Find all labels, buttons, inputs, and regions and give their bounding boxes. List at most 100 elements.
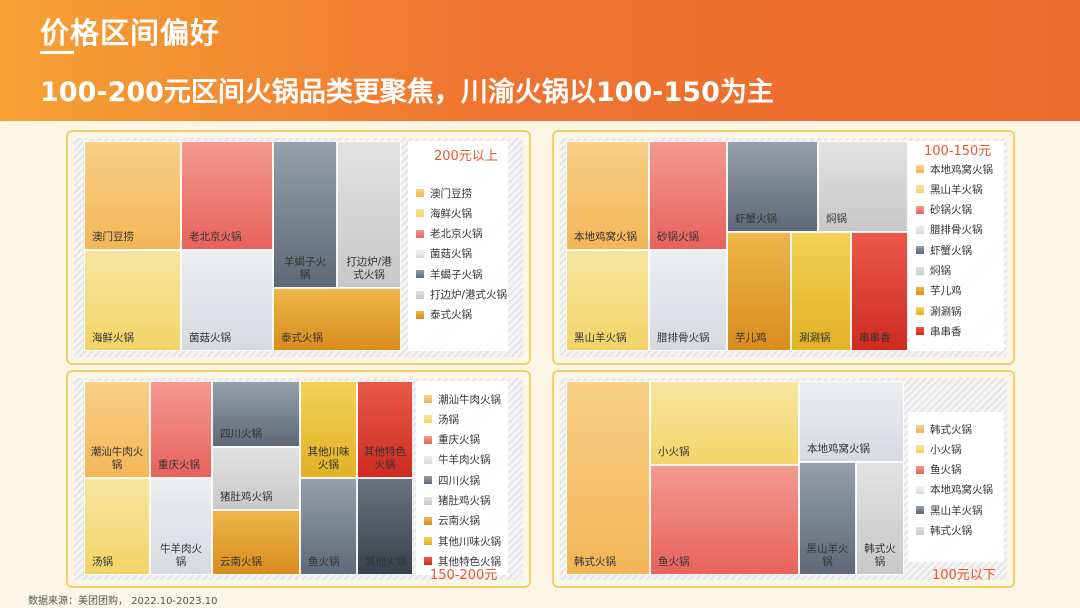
legend-swatch <box>416 189 424 197</box>
chart-panel-150-200: 潮汕牛肉火 锅汤锅 重庆火锅 牛羊肉火 锅四川火锅 猪肚鸡火锅 云南火锅 其他川味 火锅其… <box>66 370 531 588</box>
treemap-tile: 韩式火 锅 <box>856 462 904 575</box>
legend-label: 韩式火锅 <box>930 423 972 436</box>
treemap-tile-label: 打边炉/港 式火锅 <box>346 256 392 281</box>
treemap-tile-label: 云南火锅 <box>220 556 262 568</box>
treemap-tile: 汤锅 <box>84 478 150 575</box>
treemap-tile-label: 泰式火锅 <box>281 332 323 344</box>
legend-swatch <box>916 266 924 275</box>
legend-item: 韩式火锅 <box>916 422 972 436</box>
treemap-tile-label: 海鲜火锅 <box>92 332 134 344</box>
treemap-tile-label: 潮汕牛肉火 锅 <box>90 446 144 471</box>
treemap-tile: 菌菇火锅 <box>181 250 273 351</box>
treemap-tile-label: 黑山羊火锅 <box>574 332 627 344</box>
legend-item: 澳门豆捞 <box>416 186 472 200</box>
legend-swatch <box>916 506 924 515</box>
price-range-title: 100元以下 <box>932 568 996 583</box>
legend-item: 菌菇火锅 <box>416 247 472 261</box>
legend-swatch <box>916 165 924 173</box>
treemap-tile-label: 羊蝎子火 锅 <box>284 256 326 281</box>
legend-item: 猪肚鸡火锅 <box>424 494 491 508</box>
legend-label: 四川火锅 <box>438 474 480 487</box>
legend-item: 黑山羊火锅 <box>916 182 983 196</box>
treemap-100-150: 本地鸡窝火锅 黑山羊火锅 砂锅火锅 腊排骨火锅 虾蟹火锅 焖锅 芋儿鸡 涮涮锅 串串香 本地鸡窝火… <box>560 138 1007 357</box>
legend-label: 砂锅火锅 <box>930 204 972 217</box>
legend-label: 泰式火锅 <box>430 309 472 322</box>
legend-label: 黑山羊火锅 <box>930 504 983 517</box>
treemap-tile: 小火锅 <box>650 381 799 465</box>
legend-swatch <box>424 435 432 444</box>
treemap-tile: 黑山羊火 锅 <box>799 462 856 575</box>
legend-item: 涮涮锅 <box>916 304 962 318</box>
legend-label: 黑山羊火锅 <box>930 183 983 196</box>
legend-swatch <box>916 465 924 474</box>
treemap-tile-label: 韩式火锅 <box>574 556 616 568</box>
legend-swatch <box>424 476 432 485</box>
treemap-tile-label: 猪肚鸡火锅 <box>220 491 273 503</box>
chart-legend: 韩式火锅 小火锅 鱼火锅 本地鸡窝火锅 黑山羊火锅 韩式火锅 <box>908 412 1004 562</box>
treemap-tile-label: 牛羊肉火 锅 <box>160 543 202 568</box>
treemap-tile-label: 重庆火锅 <box>158 459 200 471</box>
chart-legend: 澳门豆捞海鲜火锅老北京火锅菌菇火锅羊蝎子火锅打边炉/港式火锅泰式火锅 <box>408 141 508 351</box>
treemap-under-100: 韩式火锅 小火锅 鱼火锅 本地鸡窝火锅 黑山羊火 锅韩式火 锅韩式火锅 小火锅 鱼火锅 本地鸡… <box>560 378 1007 583</box>
legend-item: 黑山羊火锅 <box>916 503 983 517</box>
legend-label: 串串香 <box>930 325 962 338</box>
chart-panel-under-100: 韩式火锅 小火锅 鱼火锅 本地鸡窝火锅 黑山羊火 锅韩式火 锅韩式火锅 小火锅 鱼火锅 本地鸡… <box>552 370 1015 588</box>
treemap-tile: 芋儿鸡 <box>727 232 791 351</box>
chart-panel-200-plus: 澳门豆捞 海鲜火锅 老北京火锅 菌菇火锅 羊蝎子火 锅打边炉/港 式火锅 泰式火锅 澳门豆捞… <box>66 130 531 365</box>
legend-label: 腊排骨火锅 <box>930 224 983 237</box>
legend-swatch <box>916 445 924 454</box>
treemap-tile-label: 其他火锅 <box>365 556 407 568</box>
legend-label: 其他川味火锅 <box>438 535 501 548</box>
legend-item: 芋儿鸡 <box>916 284 962 298</box>
legend-item: 本地鸡窝火锅 <box>916 483 993 497</box>
legend-swatch <box>916 307 924 316</box>
legend-label: 汤锅 <box>438 413 459 426</box>
legend-label: 老北京火锅 <box>430 228 483 241</box>
legend-label: 本地鸡窝火锅 <box>930 484 993 497</box>
legend-item: 汤锅 <box>424 412 459 426</box>
legend-label: 其他特色火锅 <box>438 555 501 568</box>
treemap-tile: 腊排骨火锅 <box>649 250 727 351</box>
page-title: 价格区间偏好 <box>40 16 221 50</box>
treemap-tile-label: 本地鸡窝火锅 <box>574 231 637 243</box>
legend-item: 虾蟹火锅 <box>916 243 972 257</box>
treemap-tile-label: 涮涮锅 <box>799 332 831 344</box>
legend-item: 本地鸡窝火锅 <box>916 162 993 176</box>
treemap-tile: 猪肚鸡火锅 <box>212 447 300 510</box>
treemap-tile: 其他特色 火锅 <box>357 381 413 478</box>
chart-panel-100-150: 本地鸡窝火锅 黑山羊火锅 砂锅火锅 腊排骨火锅 虾蟹火锅 焖锅 芋儿鸡 涮涮锅 串串香 本地鸡窝火… <box>552 130 1015 365</box>
legend-swatch <box>424 496 432 505</box>
legend-label: 焖锅 <box>930 265 951 277</box>
treemap-tile-label: 鱼火锅 <box>308 556 340 568</box>
legend-swatch <box>424 455 432 464</box>
treemap-tile: 潮汕牛肉火 锅 <box>84 381 150 478</box>
treemap-tile-label: 澳门豆捞 <box>92 231 134 243</box>
legend-swatch <box>916 286 924 295</box>
legend-item: 四川火锅 <box>424 473 480 487</box>
treemap-tile: 鱼火锅 <box>650 465 799 575</box>
treemap-tile: 涮涮锅 <box>791 232 851 351</box>
price-range-title: 150-200元 <box>430 568 498 583</box>
treemap-tile-label: 小火锅 <box>658 446 690 458</box>
legend-label: 海鲜火锅 <box>430 207 472 220</box>
legend-swatch <box>916 185 924 194</box>
legend-label: 虾蟹火锅 <box>930 244 972 257</box>
treemap-tile: 牛羊肉火 锅 <box>150 478 212 575</box>
treemap-tile: 鱼火锅 <box>300 478 357 575</box>
legend-item: 打边炉/港式火锅 <box>416 288 507 302</box>
legend-item: 海鲜火锅 <box>416 206 472 220</box>
treemap-200-plus: 澳门豆捞 海鲜火锅 老北京火锅 菌菇火锅 羊蝎子火 锅打边炉/港 式火锅 泰式火锅 澳门豆捞… <box>74 138 523 357</box>
treemap-tile: 老北京火锅 <box>181 141 273 250</box>
legend-label: 羊蝎子火锅 <box>430 268 483 281</box>
header-banner: 价格区间偏好 100-200元区间火锅品类更聚焦，川渝火锅以100-150为主 <box>0 0 1080 121</box>
legend-item: 鱼火锅 <box>916 463 962 477</box>
legend-label: 重庆火锅 <box>438 434 480 447</box>
legend-item: 牛羊肉火锅 <box>424 453 491 467</box>
treemap-tile: 本地鸡窝火锅 <box>566 141 649 250</box>
legend-item: 潮汕牛肉火锅 <box>424 392 501 406</box>
treemap-tile: 打边炉/港 式火锅 <box>337 141 401 288</box>
chart-legend: 潮汕牛肉火锅 汤锅 重庆火锅 牛羊肉火锅 四川火锅 猪肚鸡火锅 云南火锅 其他川味火锅 其他特色… <box>416 381 508 575</box>
legend-label: 牛羊肉火锅 <box>438 454 491 467</box>
treemap-tile-label: 其他特色 火锅 <box>364 446 406 471</box>
legend-item: 砂锅火锅 <box>916 203 972 217</box>
